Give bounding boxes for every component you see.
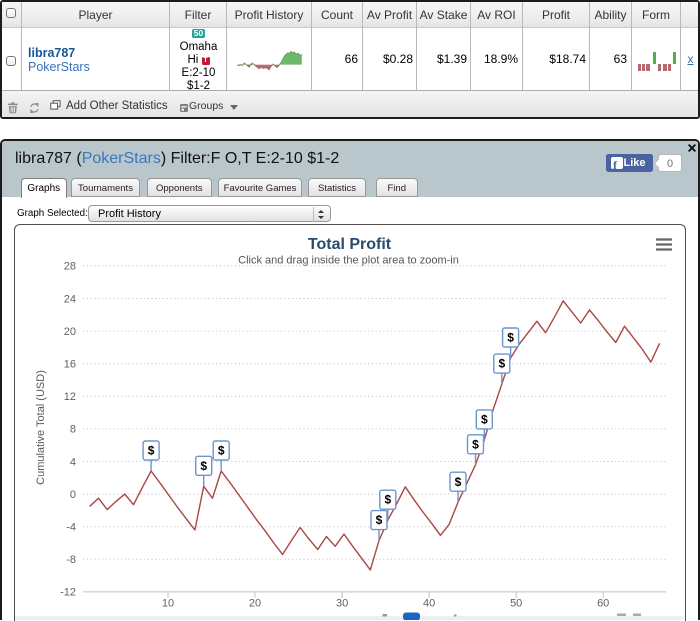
svg-text:$: $ [200, 459, 207, 473]
svg-text:$: $ [481, 412, 488, 426]
svg-text:20: 20 [64, 326, 76, 338]
svg-text:$: $ [384, 493, 391, 507]
svg-text:8: 8 [70, 424, 76, 436]
svg-text:30: 30 [336, 597, 348, 609]
svg-text:$: $ [507, 331, 514, 345]
svg-text:60: 60 [597, 597, 609, 609]
svg-text:-8: -8 [66, 554, 76, 566]
svg-text:4: 4 [70, 456, 76, 468]
svg-text:16: 16 [64, 359, 76, 371]
svg-text:-12: -12 [60, 587, 76, 599]
svg-text:Total Profit: Total Profit [308, 236, 392, 253]
svg-text:Cumulative Total (USD): Cumulative Total (USD) [35, 370, 47, 485]
svg-text:$: $ [498, 357, 505, 371]
svg-text:$: $ [472, 437, 479, 451]
svg-text:0: 0 [70, 489, 76, 501]
svg-text:Click and drag inside the plot: Click and drag inside the plot area to z… [238, 255, 459, 267]
svg-text:50: 50 [510, 597, 522, 609]
svg-text:24: 24 [64, 293, 76, 305]
svg-text:$: $ [218, 444, 225, 458]
svg-text:28: 28 [64, 261, 76, 273]
svg-text:12: 12 [64, 391, 76, 403]
svg-text:$: $ [455, 475, 462, 489]
svg-text:20: 20 [249, 597, 261, 609]
svg-text:-4: -4 [66, 522, 76, 534]
svg-text:10: 10 [162, 597, 174, 609]
svg-text:$: $ [148, 444, 155, 458]
svg-text:40: 40 [423, 597, 435, 609]
svg-text:$: $ [376, 513, 383, 527]
